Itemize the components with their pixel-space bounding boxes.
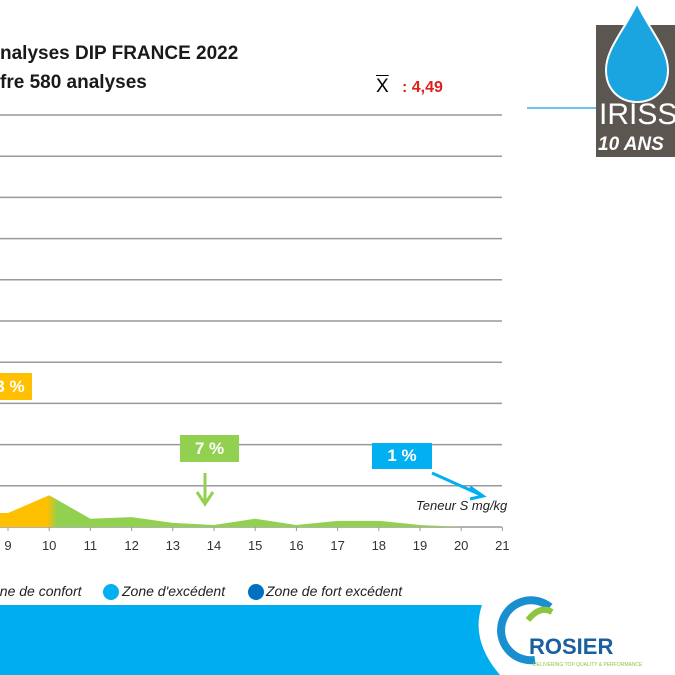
iriss-logo: [596, 0, 675, 157]
x-tick-label: 11: [84, 538, 98, 553]
footer-band: [0, 605, 500, 675]
x-tick-label: 9: [4, 538, 11, 553]
x-tick-label: 14: [207, 538, 221, 553]
distribution-area: [0, 495, 503, 527]
rosier-text: ROSIER: [529, 634, 614, 659]
x-tick-label: 15: [248, 538, 262, 553]
legend-comfort: one de confort: [0, 583, 82, 599]
mean-symbol: X: [376, 76, 389, 97]
annotation-comfort-low: 3 %: [0, 373, 32, 400]
legend-excess-swatch: [103, 584, 119, 600]
iriss-subtext: 10 ANS: [598, 134, 664, 155]
arrow-icon: [431, 471, 482, 497]
rosier-tagline: DELIVERING TOP QUALITY & PERFORMANCE: [533, 662, 643, 668]
x-axis-label: Teneur S mg/kg: [416, 498, 508, 513]
x-tick-label: 13: [166, 538, 180, 553]
iriss-text: IRISS: [599, 98, 675, 131]
x-tick-label: 16: [289, 538, 303, 553]
x-tick-label: 21: [495, 538, 509, 553]
annotation-excess: 1 %: [372, 443, 432, 469]
x-tick-label: 20: [454, 538, 468, 553]
legend-strong-excess-swatch: [248, 584, 264, 600]
legend-excess: Zone d'excédent: [122, 583, 226, 599]
mean-value: : 4,49: [402, 79, 443, 96]
legend-strong-excess: Zone de fort excédent: [266, 583, 403, 599]
rosier-logo: [497, 596, 554, 665]
x-tick-label: 19: [413, 538, 427, 553]
x-tick-label: 10: [42, 538, 56, 553]
x-tick-label: 18: [372, 538, 386, 553]
chart-title: nalyses DIP FRANCE 2022: [0, 43, 239, 64]
annotation-comfort: 7 %: [180, 435, 239, 462]
chart-subtitle: fre 580 analyses: [0, 72, 147, 93]
x-tick-label: 17: [330, 538, 344, 553]
x-tick-label: 12: [124, 538, 138, 553]
